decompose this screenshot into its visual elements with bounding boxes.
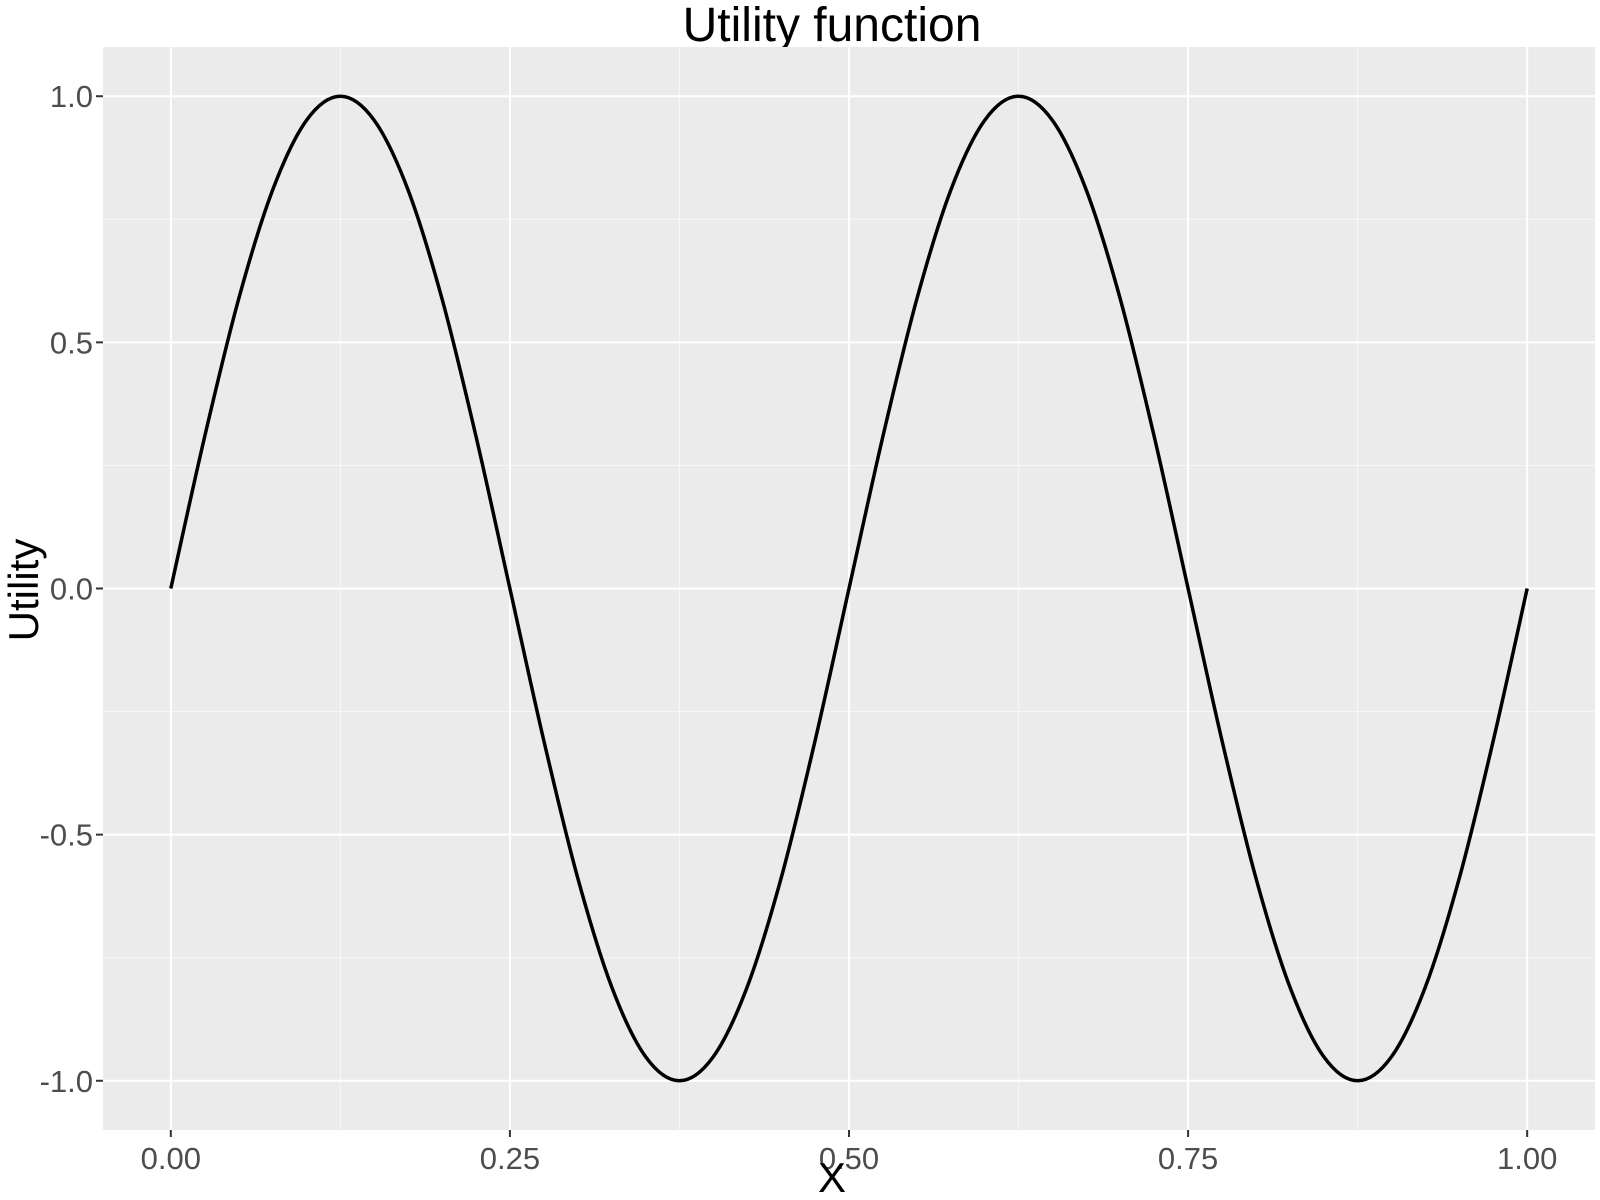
x-tick-label: 0.50: [819, 1141, 879, 1176]
y-tick-label: -1.0: [40, 1064, 93, 1099]
y-tick-label: 0.5: [50, 325, 93, 360]
y-axis: -1.0 -0.5 0.0 0.5 1.0: [40, 79, 103, 1099]
x-tick-label: 1.00: [1497, 1141, 1557, 1176]
x-tick-label: 0.00: [141, 1141, 201, 1176]
x-axis: 0.00 0.25 0.50 0.75 1.00: [141, 1130, 1557, 1176]
y-tick-label: 0.0: [50, 572, 93, 607]
x-axis-title: X: [818, 1154, 846, 1200]
x-tick-label: 0.75: [1158, 1141, 1218, 1176]
chart-title: Utility function: [683, 0, 982, 52]
y-tick-label: 1.0: [50, 79, 93, 114]
series-layer: [169, 94, 1529, 1083]
y-axis-title: Utility: [0, 539, 47, 642]
y-tick-label: -0.5: [40, 818, 93, 853]
x-tick-label: 0.25: [480, 1141, 540, 1176]
utility-series-line: [169, 94, 1529, 1083]
